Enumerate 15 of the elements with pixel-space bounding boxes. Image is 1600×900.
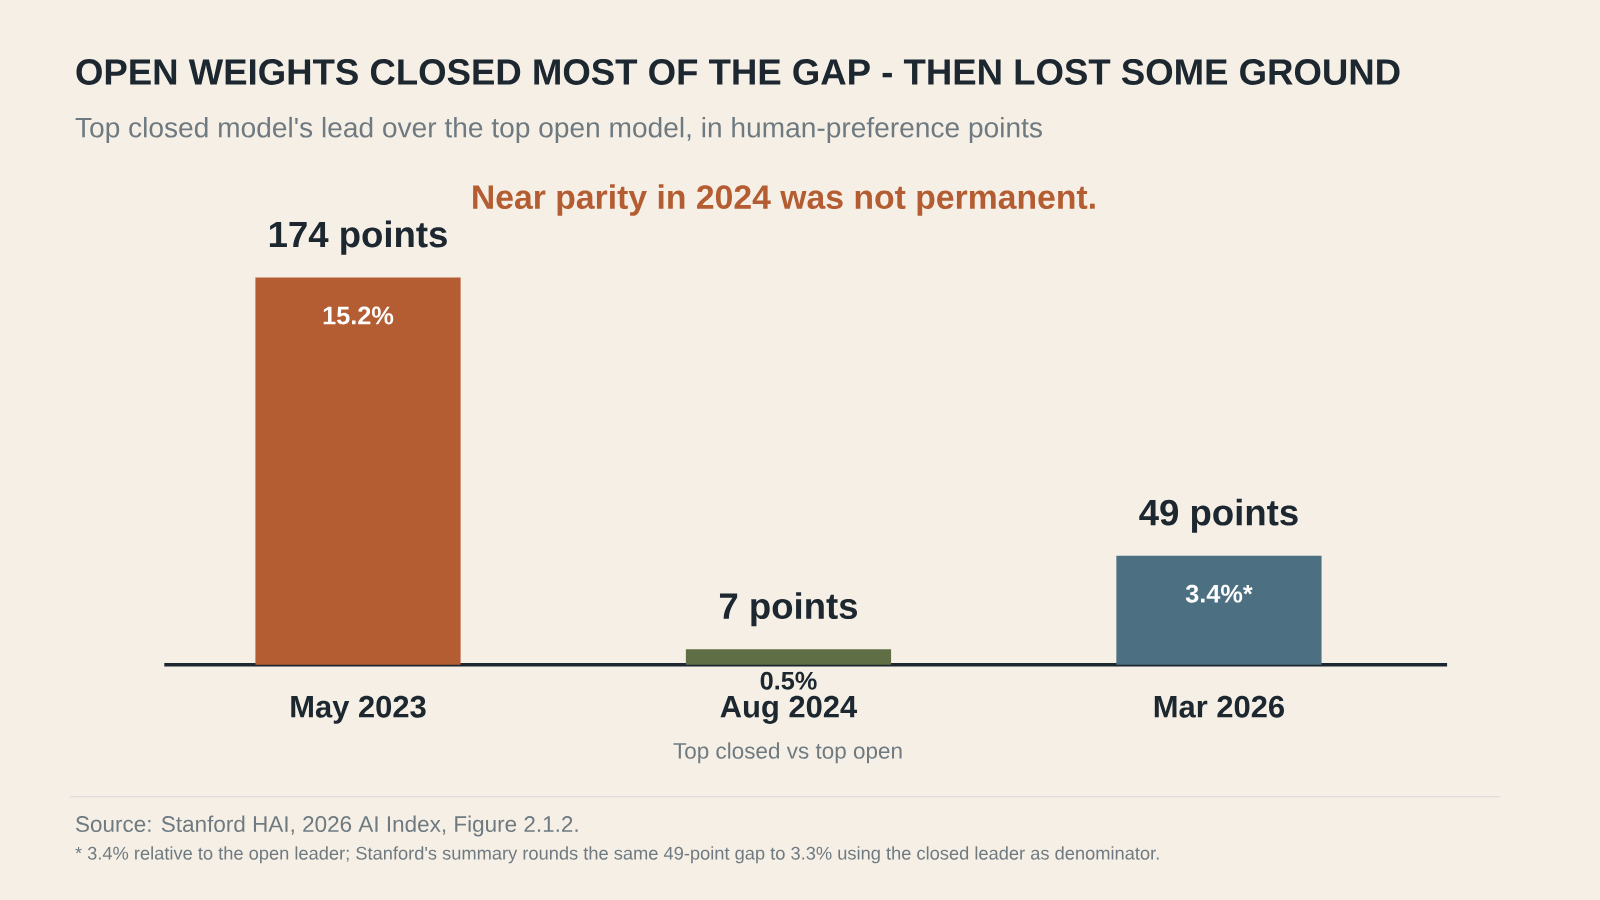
annotation: 15.2% [323,306,394,325]
data-label: 49 points [1139,498,1298,533]
annotation: 3.4%* [1185,584,1253,603]
data-label: 174 points [269,220,447,255]
chart-title: OPEN WEIGHTS CLOSED MOST OF THE GAP - THEN LOST SOME GROUND [76,59,1400,85]
x-tick-label: Mar 2026 [1154,695,1284,718]
x-tick-label: May 2023 [291,695,426,724]
text: * 3.4% relative to the open leader; Stanford's summary rounds the same 49-point gap to 3.3% using the closed leader as denominator. [75,846,1159,864]
annotation: 0.5% [760,671,817,690]
text: Near parity in 2024 was not permanent. [473,184,1095,216]
source-note: Source: Stanford HAI, 2026 AI Index, Figure 2.1.2. [75,815,578,837]
x-tick-label: Aug 2024 [720,695,858,724]
text: Top closed vs top open [673,742,902,764]
data-label: 7 points [719,592,858,627]
chart-subtitle: Top closed model's lead over the top open model, in human-preference points [75,116,1042,144]
